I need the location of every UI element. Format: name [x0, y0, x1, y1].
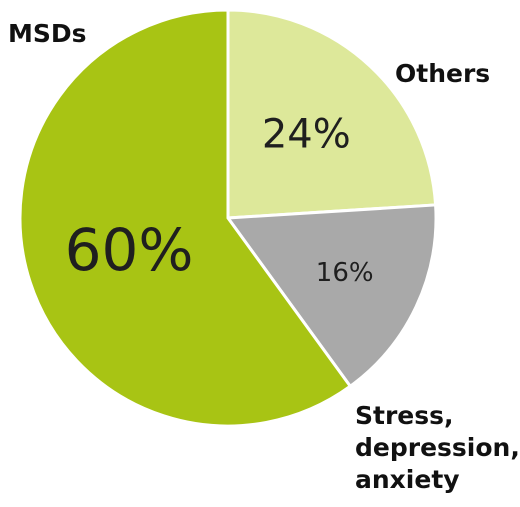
- slice-label-stress-line-3: anxiety: [355, 465, 460, 494]
- pie-slice-msds: [18, 8, 353, 428]
- slice-label-msds: MSDs: [8, 19, 87, 48]
- slice-label-stress-line-1: Stress,: [355, 401, 454, 430]
- pie-slice-stress-depression-anxiety: [225, 203, 438, 389]
- pie-slice-others: [226, 8, 438, 220]
- slice-label-stress-line-2: depression,: [355, 433, 520, 462]
- pie-value-label-stress-depression-anxiety: 16%: [316, 258, 374, 288]
- slice-label-others: Others: [395, 59, 491, 88]
- pie-value-label-msds: 60%: [65, 216, 194, 284]
- slice-label-stress-depression-anxiety: Stress, depression, anxiety: [355, 400, 520, 496]
- pie-value-label-others: 24%: [262, 112, 351, 158]
